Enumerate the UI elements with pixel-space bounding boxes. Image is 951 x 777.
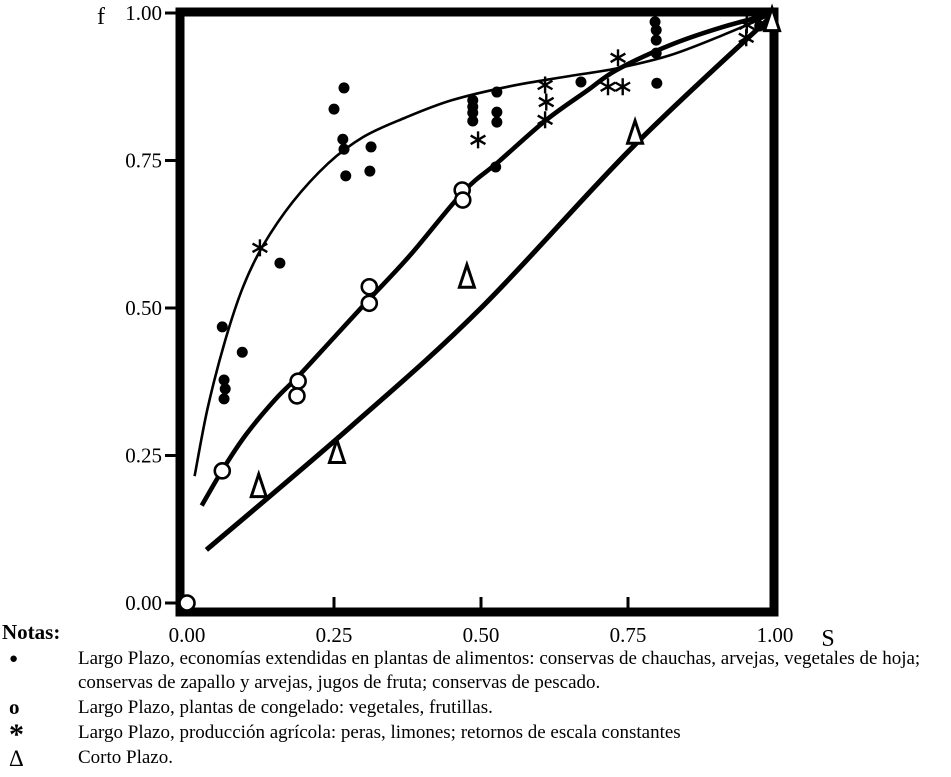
x-tick-label: 0.00 xyxy=(169,623,206,647)
marker-circle xyxy=(360,294,379,313)
marker-asterisk xyxy=(470,131,487,149)
note-text: Corto Plazo. xyxy=(78,747,173,768)
marker-dot xyxy=(491,116,503,128)
asterisk-arm xyxy=(251,242,268,254)
notes-list: ● Largo Plazo, economías extendidas en pl… xyxy=(0,646,951,771)
marker-dot xyxy=(650,24,662,36)
marker-dot xyxy=(490,161,502,173)
x-axis-label: S xyxy=(821,626,834,648)
curve-corto-plazo-fit xyxy=(204,11,777,552)
asterisk-arm xyxy=(610,52,626,64)
marker-dot xyxy=(467,107,479,119)
note-item: * Largo Plazo, producción agrícola: peras… xyxy=(0,718,951,751)
marker-dot xyxy=(467,115,479,127)
asterisk-arm xyxy=(738,32,755,44)
marker-asterisk xyxy=(537,76,554,94)
marker-dot xyxy=(575,76,587,88)
marker-dot xyxy=(218,393,230,405)
marker-dot xyxy=(754,20,766,32)
marker-dot xyxy=(491,106,503,118)
asterisk-arm xyxy=(470,134,487,146)
asterisk-arm xyxy=(600,81,616,93)
marker-dot xyxy=(274,257,286,269)
marker-triangle xyxy=(762,3,782,33)
marker-circle xyxy=(289,372,307,390)
marker-triangle xyxy=(249,469,269,499)
marker-dot xyxy=(650,34,662,46)
y-tick-label: 1.00 xyxy=(125,1,162,25)
y-axis-label: f xyxy=(97,4,105,30)
marker-dot xyxy=(651,77,663,89)
asterisk-arm xyxy=(537,79,554,91)
ticks-layer xyxy=(165,11,630,612)
asterisk-arm xyxy=(738,19,755,31)
scatter-chart: 0.00 0.25 0.50 0.75 1.00 0.00 0.25 0.50 0.75 1.00… xyxy=(97,1,835,652)
curve-largo-plazo-congelado-fit xyxy=(199,10,776,507)
asterisk-icon: * xyxy=(9,718,24,751)
circle-icon: o xyxy=(9,695,20,719)
tick-labels-layer: 0.00 0.25 0.50 0.75 1.00 0.00 0.25 0.50 0.75 1.00 xyxy=(125,1,793,647)
curves-layer xyxy=(193,10,777,552)
note-text: Largo Plazo, economías extendidas en pla… xyxy=(78,648,921,693)
marker-dot xyxy=(491,86,503,98)
note-item: o Largo Plazo, plantas de congelado: vege… xyxy=(0,696,951,720)
marker-asterisk xyxy=(614,78,631,96)
marker-dot xyxy=(365,141,377,153)
marker-dot xyxy=(216,321,228,333)
marker-asterisk xyxy=(610,49,626,67)
marker-asterisk xyxy=(537,111,554,129)
marker-dot xyxy=(328,103,340,115)
marker-asterisk xyxy=(251,239,268,257)
marker-dot xyxy=(340,170,352,182)
marker-circle xyxy=(213,462,232,480)
marker-circle xyxy=(360,277,379,296)
dot-icon: ● xyxy=(9,651,19,667)
x-tick-label: 1.00 xyxy=(757,623,794,647)
y-tick-label: 0.25 xyxy=(125,444,162,468)
curve-largo-plazo-extendidas-fit xyxy=(193,11,776,477)
note-text: Largo Plazo, plantas de congelado: veget… xyxy=(78,697,493,718)
marker-circle xyxy=(288,387,306,405)
y-tick-label: 0.00 xyxy=(125,591,162,615)
marker-dot xyxy=(338,82,350,94)
note-item: Δ Corto Plazo. xyxy=(0,746,951,771)
triangle-icon: Δ xyxy=(9,746,24,771)
asterisk-arm xyxy=(614,81,631,93)
marker-triangle xyxy=(457,259,477,289)
marker-dot xyxy=(337,133,349,145)
note-text: Largo Plazo, producción agrícola: peras,… xyxy=(78,722,681,743)
marker-dot xyxy=(364,165,376,177)
marker-dot xyxy=(650,47,662,59)
x-tick-label: 0.25 xyxy=(316,623,353,647)
marker-asterisk xyxy=(738,29,755,47)
marker-asterisk xyxy=(538,93,555,111)
marker-dot xyxy=(752,10,764,22)
asterisk-arm xyxy=(537,114,554,126)
markers-layer xyxy=(178,3,782,612)
marker-circle xyxy=(453,191,472,209)
asterisk-arm xyxy=(538,96,555,108)
y-tick-label: 0.50 xyxy=(125,296,162,320)
marker-triangle xyxy=(327,435,347,464)
y-tick-label: 0.75 xyxy=(125,149,162,173)
marker-dot xyxy=(649,16,661,28)
plot-frame xyxy=(175,7,779,617)
marker-dot xyxy=(219,383,231,395)
marker-dot xyxy=(236,346,248,358)
x-tick-label: 0.50 xyxy=(463,623,500,647)
marker-triangle xyxy=(625,116,645,145)
marker-dot xyxy=(218,374,230,386)
x-tick-label: 0.75 xyxy=(610,623,647,647)
marker-asterisk xyxy=(600,78,616,96)
note-item: ● Largo Plazo, economías extendidas en pl… xyxy=(0,647,951,695)
notes-heading: Notas: xyxy=(2,620,61,644)
marker-circle xyxy=(178,594,196,612)
marker-dot xyxy=(338,143,350,155)
